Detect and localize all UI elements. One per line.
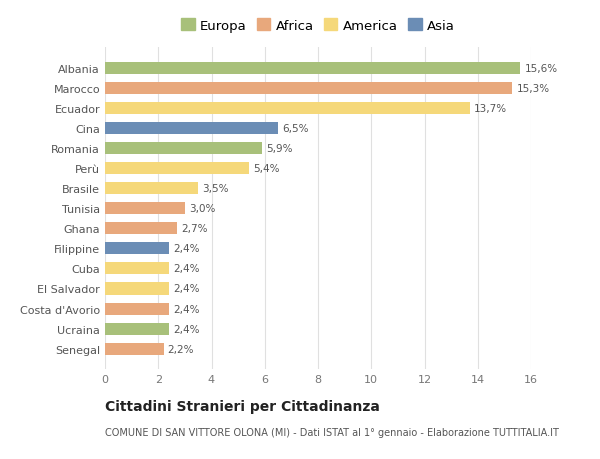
Text: 2,4%: 2,4% (173, 264, 199, 274)
Text: 3,5%: 3,5% (202, 184, 229, 194)
Text: 2,4%: 2,4% (173, 284, 199, 294)
Bar (105, 123, 278, 135)
Bar (105, 83, 512, 95)
Bar (105, 303, 169, 315)
Bar (105, 203, 185, 215)
Text: 13,7%: 13,7% (474, 104, 507, 114)
Text: COMUNE DI SAN VITTORE OLONA (MI) - Dati ISTAT al 1° gennaio - Elaborazione TUTTI: COMUNE DI SAN VITTORE OLONA (MI) - Dati … (105, 427, 559, 437)
Bar (105, 283, 169, 295)
Text: 2,4%: 2,4% (173, 244, 199, 254)
Bar (105, 223, 177, 235)
Text: 2,2%: 2,2% (167, 344, 194, 354)
Bar (105, 323, 169, 335)
Bar (105, 143, 262, 155)
Bar (105, 343, 164, 355)
Text: 3,0%: 3,0% (189, 204, 215, 214)
Text: 2,7%: 2,7% (181, 224, 208, 234)
Bar (105, 263, 169, 275)
Bar (105, 243, 169, 255)
Bar (105, 103, 470, 115)
Text: 5,9%: 5,9% (266, 144, 293, 154)
Text: 15,6%: 15,6% (524, 64, 557, 74)
Bar (105, 63, 520, 75)
Text: 2,4%: 2,4% (173, 324, 199, 334)
Bar (105, 163, 249, 175)
Text: Cittadini Stranieri per Cittadinanza: Cittadini Stranieri per Cittadinanza (105, 399, 380, 413)
Text: 6,5%: 6,5% (282, 124, 308, 134)
Text: 15,3%: 15,3% (517, 84, 550, 94)
Text: 5,4%: 5,4% (253, 164, 279, 174)
Bar (105, 183, 198, 195)
Legend: Europa, Africa, America, Asia: Europa, Africa, America, Asia (179, 17, 457, 35)
Text: 2,4%: 2,4% (173, 304, 199, 314)
